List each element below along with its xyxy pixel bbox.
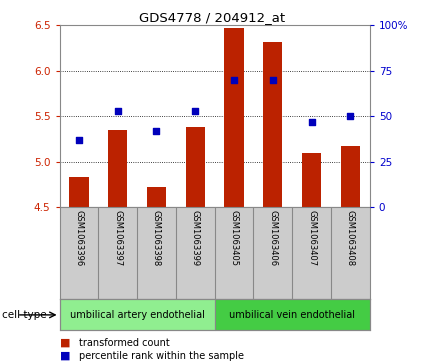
Bar — [263, 42, 283, 207]
Text: GSM1063398: GSM1063398 — [152, 210, 161, 266]
Bar — [341, 146, 360, 207]
Text: umbilical vein endothelial: umbilical vein endothelial — [229, 310, 355, 320]
Text: ■: ■ — [60, 351, 70, 361]
Text: ■: ■ — [60, 338, 70, 348]
Text: transformed count: transformed count — [79, 338, 170, 348]
Point — [308, 119, 315, 125]
Text: cell type: cell type — [2, 310, 47, 320]
Text: GSM1063407: GSM1063407 — [307, 210, 316, 266]
Point — [192, 108, 198, 114]
Text: umbilical artery endothelial: umbilical artery endothelial — [70, 310, 204, 320]
Bar — [224, 28, 244, 207]
Bar — [186, 127, 205, 207]
Point — [114, 108, 121, 114]
Bar — [147, 187, 166, 207]
Text: GSM1063396: GSM1063396 — [74, 210, 83, 266]
Bar — [60, 299, 215, 330]
Text: GDS4778 / 204912_at: GDS4778 / 204912_at — [139, 11, 286, 24]
Point — [153, 128, 160, 134]
Text: GSM1063406: GSM1063406 — [268, 210, 277, 266]
Point — [76, 137, 82, 143]
Point — [347, 113, 354, 119]
Text: GSM1063399: GSM1063399 — [191, 210, 200, 266]
Text: percentile rank within the sample: percentile rank within the sample — [79, 351, 244, 361]
Bar — [215, 299, 370, 330]
Point — [269, 77, 276, 83]
Text: GSM1063397: GSM1063397 — [113, 210, 122, 266]
Bar — [69, 177, 88, 207]
Text: GSM1063408: GSM1063408 — [346, 210, 355, 266]
Point — [231, 77, 238, 83]
Text: GSM1063405: GSM1063405 — [230, 210, 238, 266]
Bar — [302, 153, 321, 207]
Bar — [108, 130, 128, 207]
